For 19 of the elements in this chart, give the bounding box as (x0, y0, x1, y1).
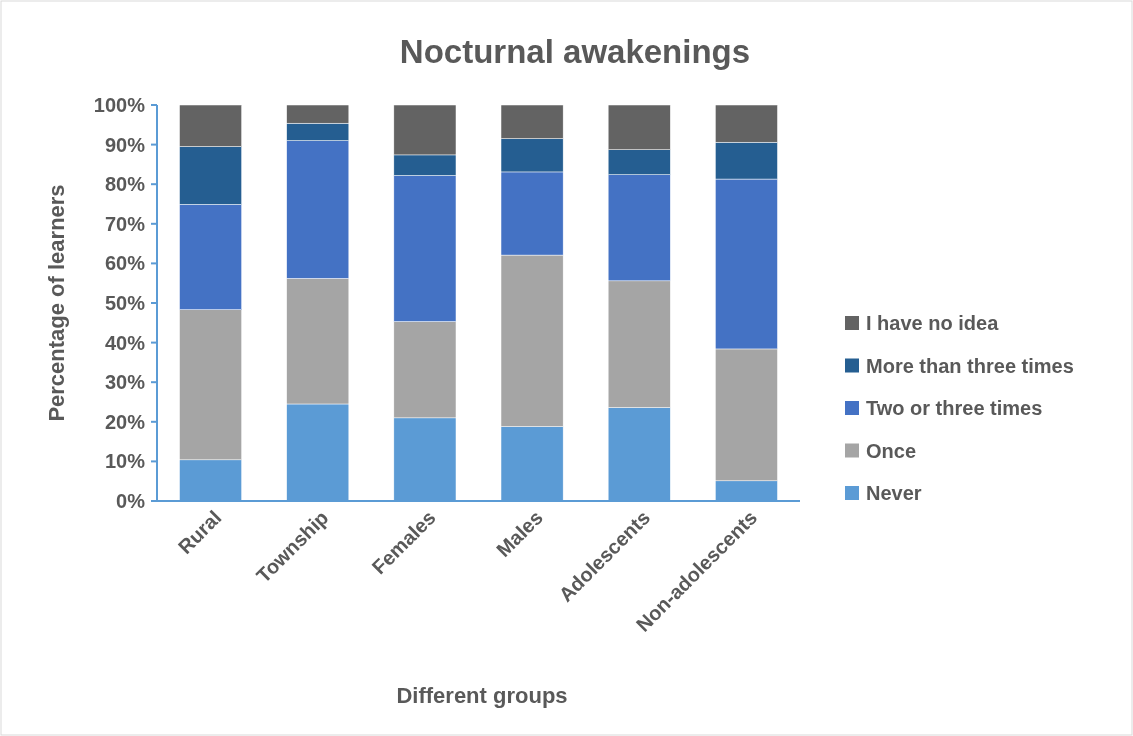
chart-title: Nocturnal awakenings (399, 33, 751, 70)
legend-label: More than three times (866, 354, 1074, 377)
y-axis-title: Percentage of learners (44, 184, 69, 422)
legend-label: Two or three times (866, 397, 1043, 419)
y-tick-label: 90% (104, 133, 146, 156)
y-tick-label: 60% (104, 252, 146, 275)
y-tick-label: 70% (104, 212, 146, 235)
legend-label: Never (866, 482, 922, 504)
x-axis-title: Different groups (396, 683, 568, 708)
y-tick-label: 40% (104, 331, 146, 354)
y-tick-label: 80% (104, 173, 146, 196)
y-tick-label: 0% (116, 490, 146, 512)
y-tick-label: 30% (104, 371, 146, 394)
y-tick-label: 100% (93, 94, 146, 116)
legend-label: I have no idea (866, 312, 1000, 334)
legend-label: Once (866, 439, 917, 462)
y-tick-label: 50% (104, 292, 146, 314)
y-tick-label: 20% (104, 410, 146, 433)
y-tick-label: 10% (104, 450, 146, 473)
